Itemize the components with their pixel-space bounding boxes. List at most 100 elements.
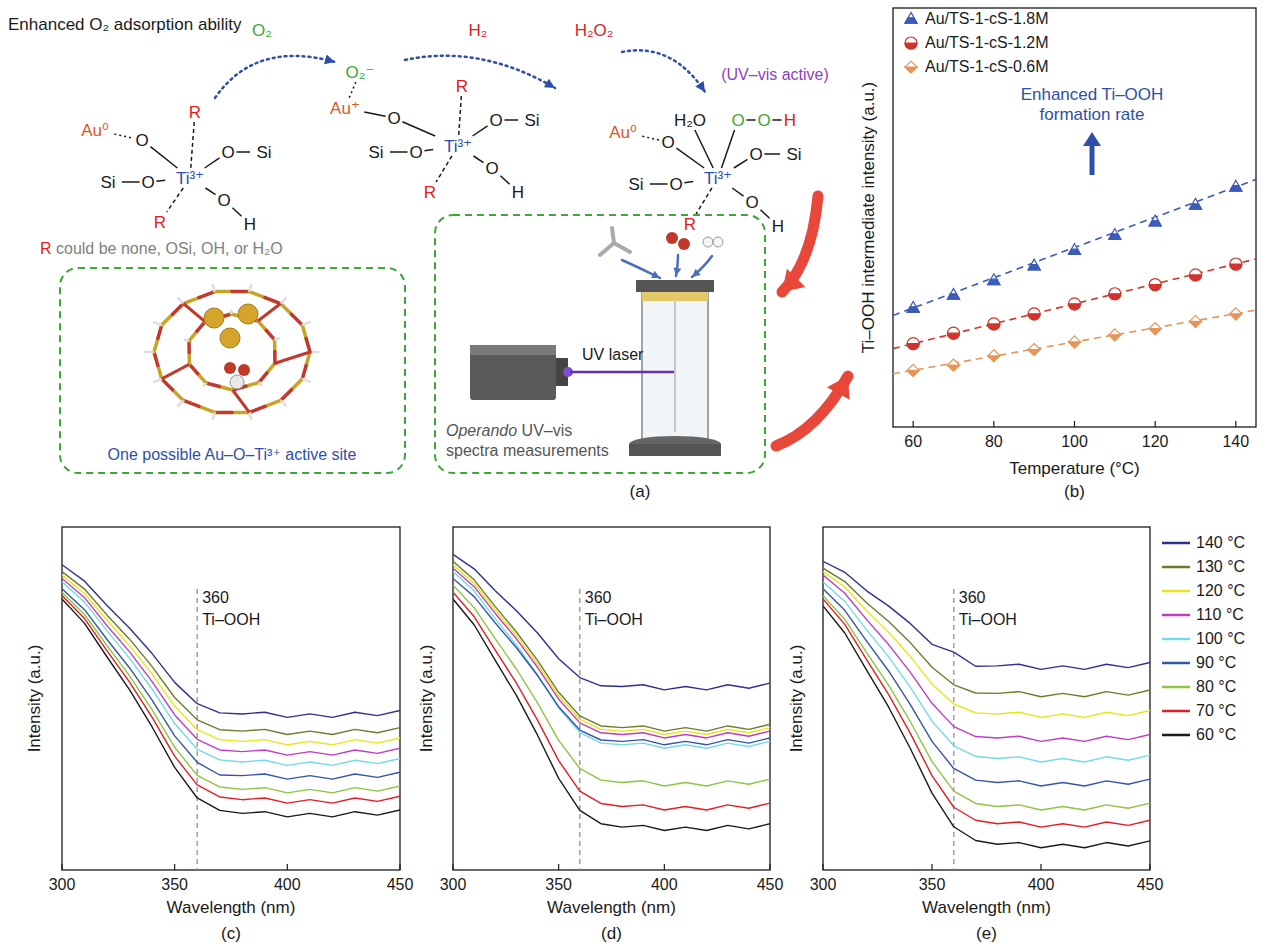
cluster-bond xyxy=(230,309,233,314)
panel-label: (a) xyxy=(630,482,651,501)
molecule xyxy=(614,243,630,252)
bond xyxy=(764,153,780,155)
tick xyxy=(1155,421,1156,427)
cluster-bond xyxy=(206,383,219,386)
cluster-bond xyxy=(158,325,162,338)
atom: Ti³⁺ xyxy=(704,169,732,188)
bond xyxy=(500,176,509,184)
tick-label: 350 xyxy=(919,876,946,893)
legend-swatch xyxy=(1162,590,1190,593)
marker-part xyxy=(1028,308,1040,320)
marker-part xyxy=(1230,180,1242,191)
tick xyxy=(993,421,994,427)
cluster-bond xyxy=(249,292,265,298)
legend-label: Au/TS-1-cS-1.8M xyxy=(925,10,1049,27)
tick xyxy=(174,864,175,870)
bond xyxy=(232,208,241,216)
cluster-bond xyxy=(213,412,215,419)
marker-part xyxy=(948,294,960,299)
marker-part xyxy=(907,338,919,350)
tick-label: 300 xyxy=(49,876,76,893)
cluster-bond xyxy=(154,339,158,352)
cluster-bond xyxy=(258,321,266,330)
marker-part xyxy=(1149,215,1161,226)
marker-part xyxy=(1069,244,1081,255)
point xyxy=(1149,215,1161,226)
bond xyxy=(236,151,250,153)
tick xyxy=(769,864,770,870)
atom: O xyxy=(731,111,744,130)
tick-label: 120 xyxy=(1142,433,1169,450)
legend-label: Au/TS-1-cS-0.6M xyxy=(925,58,1049,75)
marker-part xyxy=(907,307,919,312)
arrow xyxy=(782,196,818,292)
axis-title: Ti–OOH intermediate intensity (a.u.) xyxy=(859,82,878,353)
tick xyxy=(61,864,62,870)
atom: R xyxy=(684,215,696,234)
bond xyxy=(696,188,712,214)
atom: Si xyxy=(628,175,643,194)
marker-part xyxy=(1069,249,1081,254)
legend-swatch xyxy=(1162,710,1190,713)
point xyxy=(1069,336,1081,348)
marker-part xyxy=(1230,264,1242,270)
marker-part xyxy=(948,288,960,299)
cluster-bond xyxy=(258,304,281,321)
legend-swatch xyxy=(1162,566,1190,569)
legend-swatch xyxy=(1162,734,1190,737)
molecule xyxy=(713,237,723,247)
figure: Enhanced O₂ adsorption abilityO₂H₂H₂O₂(U… xyxy=(0,0,1269,949)
bond xyxy=(436,156,452,182)
tick-label: 300 xyxy=(440,876,467,893)
cluster-bond xyxy=(154,352,158,365)
legend-swatch xyxy=(1162,638,1190,641)
cluster-bond xyxy=(145,351,154,354)
arrow-head xyxy=(651,271,660,278)
marker-part xyxy=(1149,220,1161,225)
laser-label: UV laser xyxy=(582,346,644,363)
atom: H xyxy=(244,215,256,234)
bond xyxy=(760,210,769,218)
cluster-bond xyxy=(275,338,280,339)
tick-label: 350 xyxy=(161,876,188,893)
atom: R xyxy=(456,77,468,96)
cluster-bond xyxy=(302,322,310,325)
legend-marker xyxy=(905,37,917,49)
marker-part xyxy=(1028,264,1040,269)
atom: O xyxy=(745,193,758,212)
tick-label: 450 xyxy=(387,876,414,893)
marker-part xyxy=(1190,269,1202,281)
marker-part xyxy=(1109,294,1121,300)
reactor-base xyxy=(629,444,721,456)
bond xyxy=(676,148,704,168)
marker-part xyxy=(907,370,919,376)
step-label: H₂O₂ xyxy=(575,21,614,40)
measure-caption: Operando UV–visspectra measurements xyxy=(446,422,609,459)
legend-label: 120 °C xyxy=(1196,582,1245,599)
point xyxy=(988,274,1000,285)
plot-frame xyxy=(823,527,1150,870)
bond xyxy=(473,126,488,136)
reference-label: Ti–OOH xyxy=(585,611,643,628)
marker-part xyxy=(988,274,1000,285)
arrow-head xyxy=(827,376,850,400)
point xyxy=(1230,308,1242,320)
point xyxy=(1028,343,1040,355)
bond xyxy=(205,158,220,168)
atom: H xyxy=(772,217,784,236)
atom: O xyxy=(489,111,502,130)
reference-label: 360 xyxy=(959,589,986,606)
legend-swatch xyxy=(1162,614,1190,617)
marker-part xyxy=(988,318,1000,330)
spectrum-line xyxy=(62,589,400,779)
r-note-part: R xyxy=(40,240,52,257)
arrow xyxy=(622,50,705,92)
tick xyxy=(931,864,932,870)
ti-atom xyxy=(230,375,244,389)
marker-part xyxy=(1109,288,1121,300)
marker-part xyxy=(988,350,1000,362)
reactor-band xyxy=(642,292,708,301)
marker-part xyxy=(1149,323,1161,335)
atom: Au⁰ xyxy=(81,121,109,140)
marker-part xyxy=(1190,198,1202,209)
